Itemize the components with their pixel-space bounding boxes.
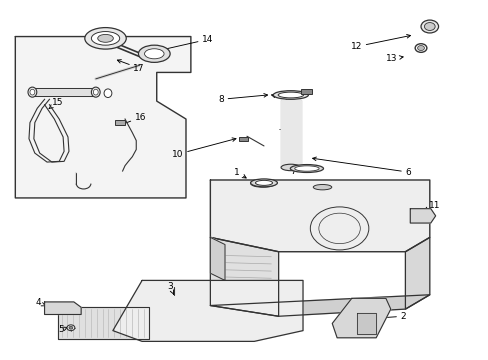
Polygon shape [356, 313, 375, 334]
Polygon shape [331, 298, 390, 338]
Ellipse shape [91, 32, 120, 45]
Text: 7: 7 [289, 167, 303, 176]
Ellipse shape [255, 180, 272, 185]
Ellipse shape [28, 87, 37, 97]
Polygon shape [210, 237, 224, 280]
Ellipse shape [290, 165, 323, 172]
Ellipse shape [278, 92, 303, 98]
FancyBboxPatch shape [301, 89, 311, 94]
Ellipse shape [313, 184, 331, 190]
Ellipse shape [294, 166, 319, 171]
Text: 6: 6 [312, 157, 410, 177]
Ellipse shape [69, 326, 73, 329]
Ellipse shape [91, 87, 100, 97]
Text: 12: 12 [350, 35, 409, 51]
Text: 3: 3 [167, 282, 173, 294]
Ellipse shape [98, 35, 113, 42]
Text: 11: 11 [424, 201, 439, 211]
Ellipse shape [250, 179, 277, 187]
Polygon shape [113, 280, 303, 341]
Text: 9: 9 [271, 94, 286, 103]
Ellipse shape [84, 28, 126, 49]
Ellipse shape [104, 89, 112, 98]
Polygon shape [32, 88, 96, 96]
Text: 8: 8 [218, 94, 267, 104]
Ellipse shape [93, 89, 98, 95]
Text: 4: 4 [36, 298, 45, 307]
Ellipse shape [138, 45, 170, 62]
Polygon shape [405, 237, 429, 309]
FancyBboxPatch shape [239, 136, 247, 141]
Ellipse shape [417, 45, 424, 50]
Polygon shape [281, 100, 300, 167]
Ellipse shape [414, 44, 426, 52]
Text: 1: 1 [233, 168, 245, 178]
Ellipse shape [250, 180, 275, 187]
Polygon shape [15, 37, 190, 198]
Text: 5: 5 [58, 325, 67, 334]
Polygon shape [210, 295, 429, 316]
Polygon shape [210, 237, 278, 316]
Text: 14: 14 [148, 35, 213, 54]
Text: 2: 2 [365, 312, 406, 321]
Polygon shape [44, 302, 81, 315]
Ellipse shape [144, 49, 163, 59]
FancyBboxPatch shape [115, 120, 124, 125]
Text: 15: 15 [49, 98, 63, 109]
Text: 13: 13 [385, 54, 402, 63]
Ellipse shape [254, 181, 271, 186]
Text: 10: 10 [172, 138, 236, 159]
Ellipse shape [273, 91, 308, 99]
Ellipse shape [420, 20, 438, 33]
Ellipse shape [67, 325, 75, 330]
Text: 16: 16 [120, 113, 146, 125]
Polygon shape [210, 180, 429, 252]
Ellipse shape [281, 164, 300, 171]
Text: 17: 17 [117, 60, 144, 73]
Ellipse shape [30, 89, 35, 95]
Ellipse shape [424, 23, 434, 31]
Polygon shape [58, 307, 149, 338]
Polygon shape [409, 209, 435, 223]
